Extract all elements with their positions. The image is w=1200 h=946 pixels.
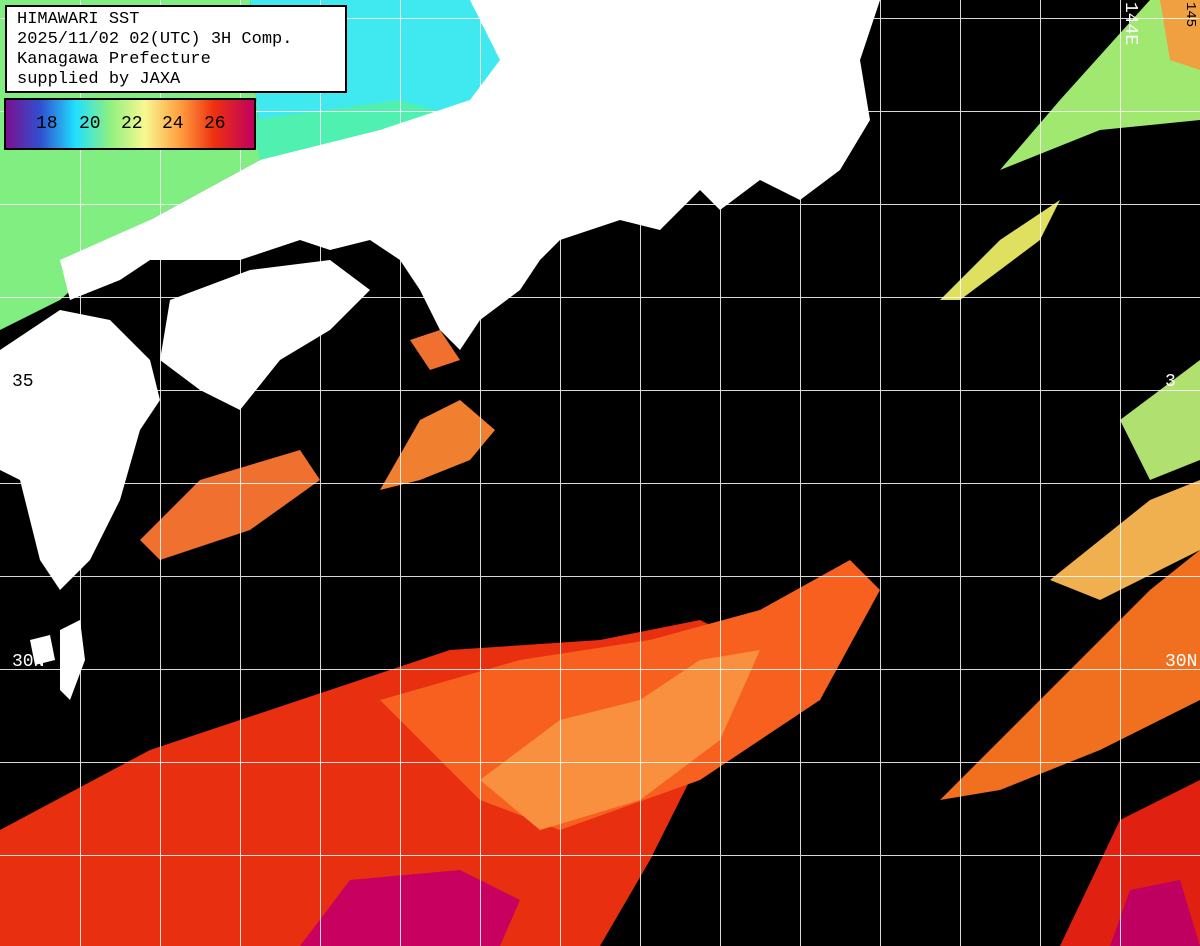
sst-east-orange [940,550,1200,800]
title-line-1: HIMAWARI SST [17,10,140,29]
lat-label-30-right: 30N [1165,652,1198,672]
sst-ne-stripe [940,200,1060,300]
lat-label-35-right: 3 [1165,372,1176,392]
land-yakushima [30,635,55,665]
sst-kii-patch [410,330,460,370]
lon-label-145: 145 [1182,2,1198,28]
land-shikoku [160,260,370,410]
lat-label-35-left: 35 [12,372,34,392]
sst-south-light [480,650,760,830]
colorbar: 18 20 22 24 26 [4,98,256,150]
colorbar-tick: 22 [121,114,143,134]
title-box: HIMAWARI SST 2025/11/02 02(UTC) 3H Comp.… [5,5,347,93]
colorbar-tick: 26 [204,114,226,134]
title-line-2: 2025/11/02 02(UTC) 3H Comp. [17,30,293,49]
sst-ne-green [1000,0,1200,170]
sst-se-magenta [1110,880,1200,946]
lon-label-144: 144E [1120,2,1140,46]
colorbar-tick: 24 [162,114,184,134]
title-line-3: Kanagawa Prefecture [17,50,211,69]
land-honshu [60,0,880,350]
colorbar-tick: 20 [79,114,101,134]
sst-cool-band [250,100,470,160]
sst-kyushu-patch [140,450,320,560]
land-tanegashima [60,620,85,700]
title-line-4: supplied by JAXA [17,70,181,89]
colorbar-tick: 18 [36,114,58,134]
sst-south-magenta [300,870,520,946]
sst-izu-patch [380,400,495,490]
lat-label-30-left: 30N [12,652,45,672]
sst-ne-warm [1160,0,1200,70]
sst-east-green [1120,360,1200,480]
sst-east-yellow [1050,480,1200,600]
